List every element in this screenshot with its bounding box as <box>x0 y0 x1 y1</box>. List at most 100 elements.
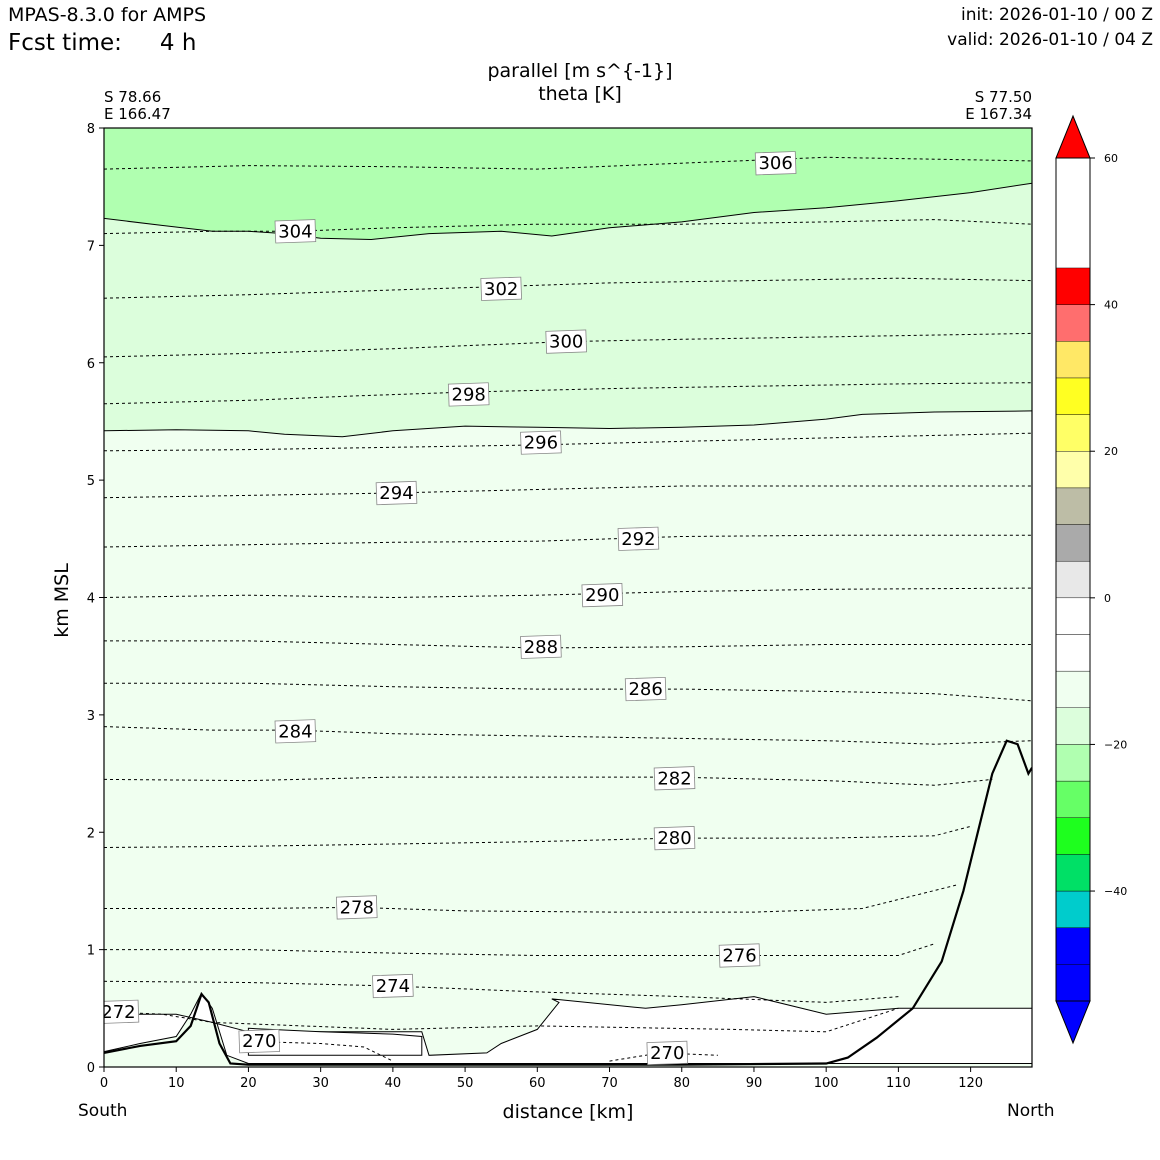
svg-text:276: 276 <box>722 945 756 966</box>
svg-text:284: 284 <box>278 721 312 742</box>
theta-contour-302 <box>104 277 1032 299</box>
svg-text:302: 302 <box>484 279 518 300</box>
colorbar-extend-high <box>1055 114 1091 159</box>
chart-title-line-1: parallel [m s^{-1}] <box>487 60 673 82</box>
theta-label-302: 302 <box>480 276 522 301</box>
y-tick-label-8: 8 <box>87 122 95 137</box>
colorbar-swatch-11 <box>1055 560 1091 599</box>
theta-label-296: 296 <box>520 430 562 455</box>
wind-fill-top <box>104 128 1032 240</box>
theta-contour-306 <box>104 156 1032 170</box>
model-name: MPAS-8.3.0 for AMPS <box>8 4 207 26</box>
right-endpoint-coords: S 77.50 E 167.34 <box>932 89 1032 123</box>
y-tick-label-2: 2 <box>87 826 95 841</box>
theta-label-298: 298 <box>447 382 490 407</box>
colorbar-swatch-4 <box>1055 817 1091 855</box>
forecast-time: Fcst time: 4 h <box>8 30 196 56</box>
theta-label-282: 282 <box>653 766 696 791</box>
theta-contour-272 <box>104 1007 899 1033</box>
chart-title-line-2: theta [K] <box>538 83 622 105</box>
theta-label-270: 270 <box>646 1040 689 1066</box>
theta-label-274: 274 <box>372 973 414 999</box>
forecast-time-label: Fcst time: <box>8 30 122 56</box>
left-endpoint-lon: E 166.47 <box>104 105 171 123</box>
x-tick-label-60: 60 <box>529 1076 546 1091</box>
colorbar-extend-low <box>1055 1000 1091 1045</box>
colorbar-swatch-1 <box>1055 927 1091 965</box>
theta-contour-284 <box>104 726 1032 745</box>
x-tick-label-70: 70 <box>601 1076 618 1091</box>
x-tick-label-0: 0 <box>100 1076 108 1091</box>
svg-text:300: 300 <box>549 332 583 353</box>
x-tick-label-30: 30 <box>312 1076 329 1091</box>
y-tick-label-5: 5 <box>87 474 95 489</box>
svg-text:280: 280 <box>657 828 691 849</box>
colorbar-frame <box>1055 157 1091 1002</box>
x-tick-label-90: 90 <box>746 1076 763 1091</box>
left-endpoint-coords: S 78.66 E 166.47 <box>104 89 171 123</box>
colorbar-swatch-17 <box>1055 341 1091 379</box>
theta-label-276: 276 <box>718 943 761 968</box>
colorbar-swatch-16 <box>1055 377 1091 415</box>
y-tick-label-1: 1 <box>87 944 95 959</box>
colorbar-swatch-9 <box>1055 634 1091 672</box>
svg-text:270: 270 <box>650 1043 684 1064</box>
colorbar-tick-label-0: 0 <box>1104 592 1111 605</box>
theta-contour-304 <box>104 219 1032 235</box>
x-tick-label-120: 120 <box>958 1076 983 1091</box>
theta-contour-276 <box>104 943 935 956</box>
x-axis-label: distance [km] <box>503 1101 634 1123</box>
x-tick-label-100: 100 <box>814 1076 839 1091</box>
x-tick-label-20: 20 <box>240 1076 257 1091</box>
theta-label-272: 272 <box>101 999 140 1024</box>
x-tick-label-10: 10 <box>168 1076 185 1091</box>
theta-label-284: 284 <box>274 719 317 744</box>
x-tick-label-50: 50 <box>457 1076 474 1091</box>
svg-text:304: 304 <box>278 221 312 242</box>
terrain-line <box>104 739 1032 1066</box>
y-tick-label-4: 4 <box>87 592 95 607</box>
svg-text:294: 294 <box>379 483 413 504</box>
theta-contour-280 <box>104 825 971 848</box>
colorbar-swatch-18 <box>1055 304 1091 342</box>
wind-contour-upper <box>104 410 1032 438</box>
theta-contour-278 <box>104 884 957 913</box>
theta-label-294: 294 <box>375 480 418 506</box>
colorbar-swatch-12 <box>1055 524 1091 562</box>
svg-text:278: 278 <box>340 897 374 918</box>
wind-zero-region-1 <box>247 1027 423 1056</box>
right-direction-label: North <box>1007 1101 1055 1121</box>
plot-area: 306 304 302 300 298 296 294 292 290 288 286 284 282 2… <box>101 128 1032 1067</box>
svg-text:288: 288 <box>524 637 558 658</box>
theta-label-306: 306 <box>754 151 797 176</box>
colorbar-swatch-13 <box>1055 487 1091 525</box>
theta-label-304: 304 <box>274 219 317 244</box>
y-axis-label: km MSL <box>51 563 73 638</box>
colorbar-swatch-8 <box>1055 670 1091 708</box>
theta-label-270: 270 <box>238 1029 281 1054</box>
theta-label-290: 290 <box>581 583 624 608</box>
svg-text:274: 274 <box>376 976 410 997</box>
svg-text:292: 292 <box>621 529 655 550</box>
theta-label-292: 292 <box>617 526 660 551</box>
svg-text:272: 272 <box>101 1002 135 1023</box>
colorbar-swatch-2 <box>1055 890 1091 928</box>
theta-contour-270 <box>241 1040 394 1062</box>
theta-label-300: 300 <box>545 329 587 354</box>
svg-text:270: 270 <box>242 1031 276 1052</box>
theta-label-286: 286 <box>624 676 667 702</box>
theta-contour-286 <box>104 682 1032 702</box>
svg-text:306: 306 <box>758 153 792 174</box>
colorbar-tick-label-60: 60 <box>1104 152 1118 165</box>
theta-label-280: 280 <box>653 826 696 851</box>
theta-label-278: 278 <box>335 895 378 920</box>
svg-text:296: 296 <box>524 433 558 454</box>
y-tick-label-3: 3 <box>87 709 95 724</box>
theta-contour-294 <box>104 485 1032 499</box>
theta-label-288: 288 <box>520 634 562 659</box>
svg-text:290: 290 <box>585 585 619 606</box>
svg-text:282: 282 <box>657 768 691 789</box>
colorbar-swatch-6 <box>1055 744 1091 782</box>
left-endpoint-lat: S 78.66 <box>104 88 162 106</box>
